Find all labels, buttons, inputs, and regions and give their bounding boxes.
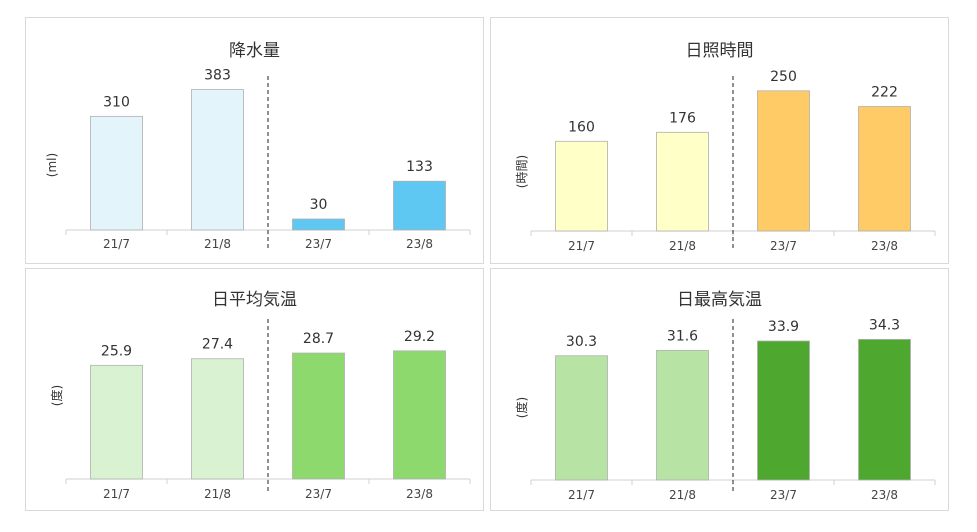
- chart-panel-avg-temp: 日平均気温 (度) 25.9 21/7 27.4 21/8 28.7 23/7 29.2 23…: [25, 268, 484, 511]
- x-tick-label: 21/8: [204, 237, 231, 251]
- chart-plot: 25.9 21/7 27.4 21/8 28.7 23/7 29.2 23/8: [65, 319, 471, 501]
- bar: [656, 350, 709, 481]
- chart-title: 降水量: [229, 41, 280, 61]
- x-tick-label: 23/8: [406, 487, 433, 501]
- bar: [90, 364, 143, 480]
- chart-panel-sunshine: 日照時間 (時間) 160 21/7 176 21/8 250 23/7 222 23/8: [490, 17, 949, 264]
- x-tick-label: 21/7: [103, 487, 130, 501]
- bar: [90, 115, 143, 231]
- data-label: 383: [204, 68, 231, 84]
- data-label: 250: [770, 69, 797, 85]
- bar: [858, 106, 911, 232]
- data-label: 30: [310, 197, 328, 213]
- bar: [757, 90, 810, 232]
- chart-title: 日最高気温: [677, 290, 762, 310]
- x-tick-label: 23/8: [871, 488, 898, 502]
- chart-title: 日平均気温: [212, 290, 297, 310]
- bar: [555, 140, 608, 232]
- data-label: 160: [568, 119, 595, 135]
- bar: [555, 355, 608, 481]
- bar: [757, 340, 810, 481]
- bar: [191, 358, 244, 480]
- bar: [292, 352, 345, 480]
- x-tick-label: 21/8: [204, 487, 231, 501]
- bar: [656, 131, 709, 232]
- chart-plot: 30.3 21/7 31.6 21/8 33.9 23/7 34.3 23/8: [530, 317, 936, 502]
- data-label: 133: [406, 159, 433, 175]
- x-tick-label: 21/8: [669, 239, 696, 253]
- data-label: 29.2: [404, 329, 435, 345]
- data-label: 25.9: [101, 343, 132, 359]
- data-label: 27.4: [202, 337, 233, 353]
- data-label: 28.7: [303, 331, 334, 347]
- x-tick-label: 21/7: [103, 237, 130, 251]
- x-tick-label: 23/7: [305, 237, 332, 251]
- data-label: 310: [103, 94, 130, 110]
- chart-panel-rainfall: 降水量 (ml) 310 21/7 383 21/8 30 23/7 133 23/8: [25, 17, 484, 264]
- x-tick-label: 23/8: [406, 237, 433, 251]
- data-label: 33.9: [768, 319, 799, 335]
- data-label: 30.3: [566, 334, 597, 350]
- data-label: 176: [669, 110, 696, 126]
- x-tick-label: 23/7: [770, 239, 797, 253]
- data-label: 31.6: [667, 328, 698, 344]
- bar: [393, 350, 446, 480]
- chart-plot: 310 21/7 383 21/8 30 23/7 133 23/8: [65, 68, 471, 251]
- data-label: 34.3: [869, 317, 900, 333]
- x-tick-label: 21/8: [669, 488, 696, 502]
- x-tick-label: 21/7: [568, 239, 595, 253]
- x-tick-label: 23/7: [305, 487, 332, 501]
- chart-plot: 160 21/7 176 21/8 250 23/7 222 23/8: [530, 69, 936, 253]
- data-label: 222: [871, 85, 898, 101]
- chart-title: 日照時間: [685, 41, 754, 61]
- bar: [393, 180, 446, 231]
- chart-panel-max-temp: 日最高気温 (度) 30.3 21/7 31.6 21/8 33.9 23/7 34.3 23…: [490, 268, 949, 511]
- x-tick-label: 21/7: [568, 488, 595, 502]
- x-tick-label: 23/8: [871, 239, 898, 253]
- bar: [858, 338, 911, 481]
- bar: [191, 89, 244, 231]
- x-tick-label: 23/7: [770, 488, 797, 502]
- bar: [292, 218, 345, 231]
